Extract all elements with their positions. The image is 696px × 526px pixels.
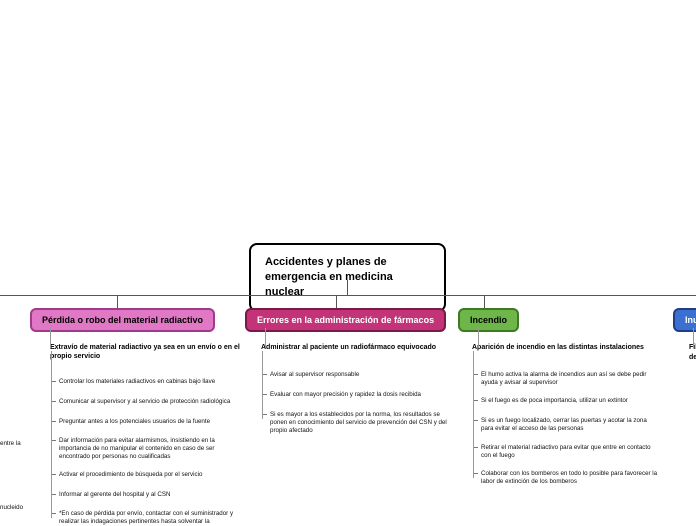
item-incendio-1: Si el fuego es de poca importancia, util… [481, 397, 659, 405]
subhead-errores-0: Administrar al paciente un radiofármaco … [261, 343, 446, 352]
branch-errores[interactable]: Errores en la administración de fármacos [245, 308, 446, 332]
cutoff-perdida-1: nucleido [0, 504, 30, 512]
subhead-drop-incendio [478, 328, 479, 348]
subhead-drop-errores [265, 328, 266, 348]
subhead-incendio-0: Aparición de incendio en las distintas i… [472, 343, 662, 352]
item-incendio-2: Si es un fuego localizado, cerrar las pu… [481, 417, 659, 433]
root-node: Accidentes y planes deemergencia en medi… [249, 243, 446, 312]
item-perdida-6: *En caso de pérdida por envío, contactar… [59, 510, 244, 526]
branch-drop [117, 295, 118, 308]
item-incendio-0: El humo activa la alarma de incendios au… [481, 371, 659, 387]
item-perdida-4: Activar el procedimiento de búsqueda por… [59, 471, 239, 479]
subhead-inun-1: desl [689, 353, 696, 362]
item-perdida-1: Comunicar al supervisor y al servicio de… [59, 398, 239, 406]
root-drop [347, 280, 348, 295]
item-perdida-5: Informar al gerente del hospital y al CS… [59, 491, 239, 499]
branch-perdida[interactable]: Pérdida o robo del material radiactivo [30, 308, 215, 332]
item-errores-2: Si es mayor a los establecidos por la no… [270, 411, 448, 435]
item-errores-1: Evaluar con mayor precisión y rapidez la… [270, 391, 445, 399]
item-perdida-3: Dar información para evitar alarmismos, … [59, 437, 239, 461]
spine-incendio [473, 351, 474, 478]
item-perdida-0: Controlar los materiales radiactivos en … [59, 378, 239, 386]
spine-perdida [51, 351, 52, 518]
subhead-perdida-0: Extravío de material radiactivo ya sea e… [50, 343, 240, 361]
item-perdida-2: Preguntar antes a los potenciales usuari… [59, 418, 239, 426]
item-errores-0: Avisar al supervisor responsable [270, 371, 445, 379]
branch-drop [484, 295, 485, 308]
spine-errores [262, 351, 263, 419]
cutoff-perdida-0: entre la [0, 440, 30, 448]
subhead-drop-perdida [50, 328, 51, 348]
main-connector [0, 295, 696, 296]
branch-drop [336, 295, 337, 308]
item-incendio-3: Retirar el material radiactivo para evit… [481, 444, 659, 460]
branch-incendio[interactable]: Incendio [458, 308, 519, 332]
subhead-drop-inun [693, 328, 694, 348]
item-incendio-4: Colaborar con los bomberos en todo lo po… [481, 470, 659, 486]
